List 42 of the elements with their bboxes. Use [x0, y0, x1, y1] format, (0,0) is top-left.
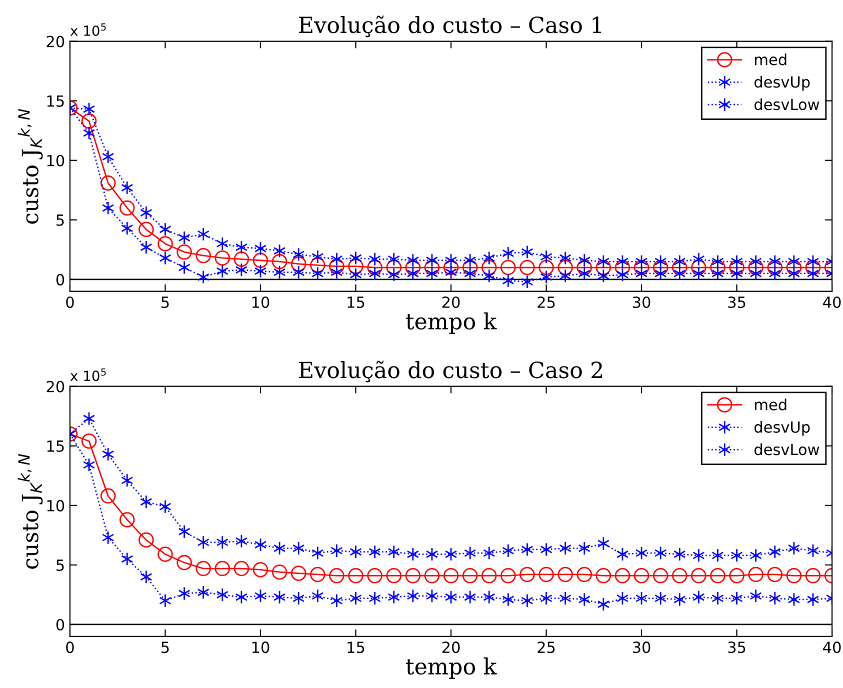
x-tick-label: 5	[162, 642, 169, 654]
y-tick-label: 0	[56, 618, 64, 631]
x-tick-label: 10	[252, 296, 270, 308]
legend-label: desvUp	[754, 420, 810, 436]
x-tick-label: 30	[632, 296, 650, 308]
x-tick-label: 30	[632, 642, 650, 654]
chart-title: Evolução do custo – Caso 2	[299, 360, 602, 382]
y-tick-label: 5	[56, 214, 64, 226]
y-axis-title: custo J$_{K}$$^{k,N}$	[18, 454, 43, 569]
x-tick-label: 35	[728, 296, 746, 308]
legend-label: med	[755, 54, 786, 66]
x-tick-label: 5	[162, 296, 169, 308]
x-tick-label: 40	[823, 642, 841, 654]
chart-title: Evolução do custo – Caso 1	[299, 16, 602, 38]
y-tick-label: 15	[47, 95, 64, 107]
text: x 10$^{5}$	[70, 368, 106, 382]
y-tick-label: 10	[47, 154, 64, 166]
x-tick-label: 0	[66, 642, 74, 654]
legend-label: desvLow	[754, 443, 820, 456]
x-tick-label: 25	[538, 296, 555, 308]
y-axis-title: custo J$_{K}$$^{k,N}$	[18, 108, 43, 224]
x-tick-label: 20	[442, 296, 460, 308]
x-tick-label: 10	[252, 642, 270, 654]
x-tick-label: 40	[823, 296, 841, 308]
legend-label: desvUp	[754, 76, 810, 91]
legend-label: med	[755, 398, 786, 410]
x-tick-label: 20	[442, 642, 460, 654]
x-tick-label: 35	[728, 642, 746, 654]
text: x 10$^{5}$	[70, 23, 106, 36]
x-tick-label: 15	[348, 296, 364, 308]
y-tick-label: 20	[46, 380, 64, 392]
y-tick-label: 10	[47, 500, 64, 512]
y-tick-label: 5	[56, 560, 64, 571]
y-tick-label: 0	[56, 274, 64, 286]
x-tick-label: 0	[66, 296, 74, 308]
y-tick-label: 15	[47, 440, 64, 452]
x-tick-label: 25	[538, 642, 555, 654]
x-axis-title: tempo k	[406, 657, 497, 679]
y-tick-label: 20	[46, 36, 64, 48]
legend-label: desvLow	[754, 98, 820, 110]
x-axis-title: tempo k	[406, 312, 497, 334]
x-tick-label: 15	[348, 642, 364, 654]
